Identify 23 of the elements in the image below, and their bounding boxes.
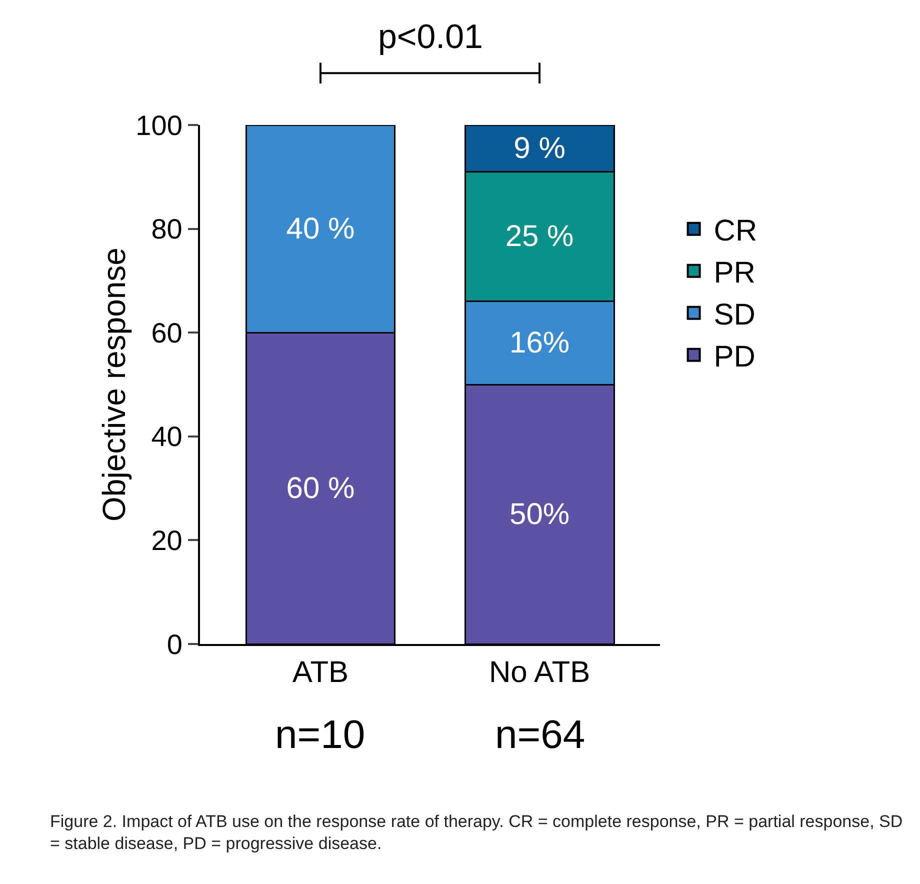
data-label: 60 % (286, 472, 355, 505)
legend-label: CR (714, 214, 758, 248)
y-tick-label: 20 (151, 525, 182, 556)
text: n=10 (275, 713, 366, 757)
y-tick-label: 80 (151, 214, 182, 245)
legend-label: PD (714, 340, 756, 374)
caption: Figure 2. Impact of ATB use on the response rate of therapy. CR = complete response, PR = partial response, SD = stable disease, PD = progressive disease. (50, 812, 903, 854)
x-tick-label: ATB (292, 656, 349, 689)
text: n=64 (495, 713, 586, 757)
legend-label: PR (714, 256, 756, 290)
data-label: 50% (510, 498, 570, 531)
y-tick-label: 40 (151, 421, 182, 452)
data-label: 25 % (505, 220, 574, 254)
y-tick-label: 60 (151, 317, 182, 348)
legend-label: SD (714, 298, 756, 332)
x-tick-label: No ATB (488, 656, 590, 689)
data-label: 9 % (514, 132, 566, 165)
text: p<0.01 (378, 18, 483, 56)
data-label: 40 % (286, 212, 355, 246)
y-axis-title: Objective response (96, 248, 132, 522)
y-tick-label: 0 (166, 628, 182, 660)
y-tick-label: 100 (136, 110, 182, 141)
data-label: 16% (510, 326, 570, 360)
